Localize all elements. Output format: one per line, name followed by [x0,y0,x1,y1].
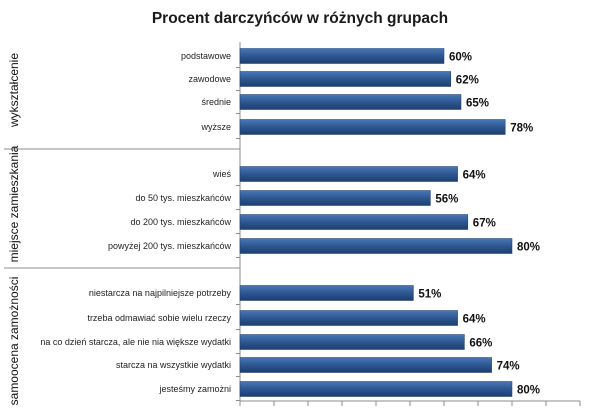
value-label: 51% [418,289,441,301]
value-label: 60% [449,52,472,64]
bar [239,71,452,87]
value-label: 65% [466,98,489,110]
plot-area: wykształcenie podstawowe 60% zawodowe 62% śre… [4,42,581,406]
category-label: do 50 tys. mieszkańców [135,193,231,203]
bar [239,119,506,135]
value-label: 74% [497,361,520,373]
value-label: 67% [473,218,496,230]
value-label: 56% [435,194,458,206]
category-label: wieś [212,169,232,179]
value-label: 80% [517,242,540,254]
bar [239,334,465,350]
bar [239,166,458,182]
group-label: miejsce zamieszkania [7,145,21,262]
bar [239,190,431,206]
category-label: zawodowe [188,74,231,84]
category-label: starcza na wszystkie wydatki [116,360,231,370]
bar [239,48,445,64]
value-label: 64% [463,314,486,326]
group-label: samoocena zamożności [7,277,21,406]
bar [239,381,513,397]
value-label: 66% [469,338,492,350]
bar [239,214,469,230]
group-label: wykształcenie [7,53,21,128]
category-label: trzeba odmawiać sobie wielu rzeczy [87,313,231,323]
category-label: niestarcza na najpilniejsze potrzeby [89,288,232,298]
category-label: powyżej 200 tys. mieszkańców [108,241,232,251]
bar [239,285,414,301]
category-label: wyższe [200,122,231,132]
value-label: 80% [517,385,540,397]
category-label: podstawowe [181,51,231,61]
value-label: 64% [463,170,486,182]
chart-title: Procent darczyńców w różnych grupach [152,10,448,27]
value-label: 78% [510,123,533,135]
bar [239,238,513,254]
category-label: do 200 tys. mieszkańców [130,217,231,227]
category-label: jesteśmy zamożni [158,384,231,394]
bar [239,357,492,373]
category-label: średnie [201,97,231,107]
bar [239,310,458,326]
value-label: 62% [456,75,479,87]
bar [239,94,462,110]
category-label: na co dzień starcza, ale nie nia większe… [40,337,231,347]
